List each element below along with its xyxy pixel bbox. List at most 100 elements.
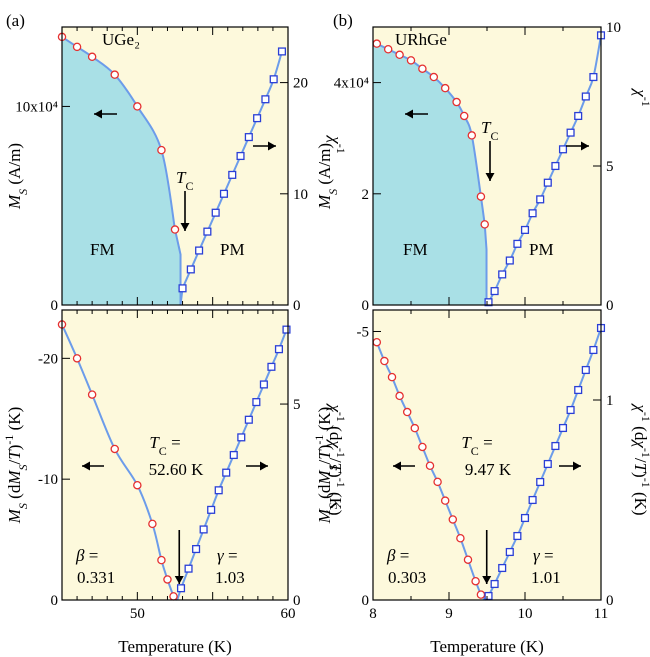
a-bottom-chi-point-12 <box>267 362 276 371</box>
a-bottom-tc-arrow-head <box>174 576 184 584</box>
b-top-ylabel-left: MS (A/m) <box>315 143 340 210</box>
b-top-yticklabelR-2: 10 <box>606 20 621 36</box>
b-bottom-right-arrow <box>559 461 581 471</box>
a-top-left-arrow-head <box>94 109 102 119</box>
b-top-ms-point-9 <box>467 131 477 140</box>
b-top-chi-point-2 <box>498 270 507 279</box>
a-bottom-yticklabelL-2: -20 <box>38 351 58 367</box>
panel-a-label: (a) <box>6 11 25 30</box>
b-top-ylabel-right: χ-1 <box>631 87 650 106</box>
a-bottom-ylabel-left: MS (dMS/T)-1 (K) <box>2 407 30 525</box>
a-bottom-chi-point-8 <box>237 433 246 442</box>
a-bottom-ms-point-1 <box>72 354 82 363</box>
a-region-fm: FM <box>90 240 115 259</box>
a-tc-eq: TC = <box>149 433 180 458</box>
b-top-chi-point-9 <box>551 161 560 171</box>
b-bottom-chi-point-0 <box>484 591 493 601</box>
a-top-chi-point-0 <box>178 284 187 293</box>
a-bottom-left-arrow <box>82 461 104 471</box>
b-bottom-chi-point-9 <box>551 441 560 451</box>
b-bottom-xticklabel-0: 8 <box>369 606 377 622</box>
a-bottom-ms-point-2 <box>87 390 97 399</box>
a-top-tc-arrow <box>180 191 190 231</box>
b-bottom-ms-point-12 <box>463 555 473 564</box>
a-region-pm: PM <box>220 240 245 259</box>
b-bottom-chi-point-10 <box>558 423 568 433</box>
a-top-right-arrow <box>253 141 276 151</box>
b-top-ms-point-2 <box>395 50 404 60</box>
b-bottom-chi-point-7 <box>536 477 545 487</box>
a-top-chi-point-3 <box>203 227 212 236</box>
b-top-right-arrow <box>566 141 589 151</box>
a-bottom-chi-point-2 <box>192 545 201 554</box>
a-top-yticklabelR-2: 20 <box>293 76 308 92</box>
b-top-chi-point-7 <box>536 195 545 204</box>
a-top-yticklabelR-0: 0 <box>293 298 301 314</box>
b-top-chi-curve <box>485 35 602 306</box>
b-bottom-left-arrow-head <box>393 461 401 471</box>
a-top-chi-point-2 <box>195 246 204 255</box>
b-top-right-arrow-head <box>581 141 589 151</box>
b-top-chi-point-10 <box>558 145 568 154</box>
b-gamma-value: 1.01 <box>531 568 561 587</box>
b-bottom-frame <box>372 309 602 601</box>
b-bottom-chi-point-4 <box>513 531 522 541</box>
b-region-fm: FM <box>403 240 428 259</box>
b-bottom-chi-point-8 <box>543 459 552 469</box>
a-top-chi-point-5 <box>219 189 229 198</box>
a-bottom-ms-point-7 <box>163 575 172 584</box>
b-bottom-ms-point-11 <box>456 533 465 543</box>
b-bottom-ms-point-4 <box>402 407 412 417</box>
b-top-ms-point-3 <box>406 56 416 65</box>
a-bottom-xticklabel-0: 50 <box>130 606 145 622</box>
a-top-chi-point-11 <box>269 75 278 84</box>
b-bottom-chi-point-11 <box>566 405 575 415</box>
a-top-chi-point-8 <box>244 133 253 142</box>
a-beta-eq: β = <box>75 546 98 565</box>
b-top-tc-label: TC <box>481 118 498 143</box>
b-material-label: URhGe <box>395 30 447 49</box>
b-beta-eq: β = <box>386 546 409 565</box>
b-top-ms-point-6 <box>440 83 450 93</box>
b-bottom-ms-point-3 <box>395 391 404 401</box>
b-top-ms-point-1 <box>383 44 393 54</box>
a-top-left-arrow <box>94 109 117 119</box>
a-top-chi-point-9 <box>253 114 262 123</box>
b-top-yticklabelL-0: 0 <box>362 298 370 314</box>
b-bottom-xticklabel-2: 10 <box>518 606 533 622</box>
b-bottom-ms-point-9 <box>440 496 450 505</box>
a-bottom-chi-point-13 <box>274 345 284 354</box>
b-fm-region <box>373 43 487 306</box>
b-bottom-yticklabelR-1: 1 <box>606 393 614 409</box>
b-bottom-chi-point-6 <box>528 495 537 505</box>
b-tc-value: 9.47 K <box>465 460 512 479</box>
a-top-ms-point-3 <box>110 70 119 79</box>
b-region-pm: PM <box>529 240 554 259</box>
b-bottom-chi-curve <box>483 327 602 601</box>
b-top-chi-point-0 <box>484 298 493 307</box>
b-top-tc-arrow-head <box>485 173 495 181</box>
b-bottom-tc-arrow <box>482 530 492 584</box>
a-top-ylabel-left: MS (A/m) <box>5 143 30 210</box>
b-bottom-ylabel-right: χ-1 (dχ-1/T)-1 (K) <box>631 402 650 515</box>
a-bottom-frame <box>61 309 289 601</box>
b-bottom-ms-point-7 <box>425 461 435 470</box>
a-top-frame <box>61 26 289 306</box>
a-tc-value: 52.60 K <box>149 460 205 479</box>
b-bottom-ms-point-2 <box>387 372 397 382</box>
a-top-ylabel-right: χ-1 <box>326 134 348 153</box>
b-bottom-chi-point-13 <box>581 365 590 375</box>
a-top-chi-point-6 <box>228 170 237 179</box>
a-bottom-chi-point-7 <box>229 450 238 460</box>
b-bottom-ms-point-8 <box>433 477 442 487</box>
b-xlabel: Temperature (K) <box>430 637 544 656</box>
a-bottom-chi-point-10 <box>252 398 261 407</box>
a-top-ms-point-2 <box>87 52 97 62</box>
a-top-ms-point-5 <box>157 145 166 155</box>
a-bottom-ms-point-4 <box>133 480 142 490</box>
a-bottom-chi-point-1 <box>184 564 193 573</box>
